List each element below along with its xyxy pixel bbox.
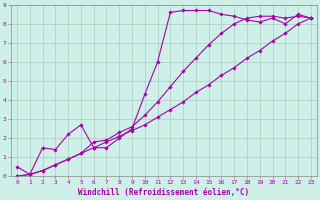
X-axis label: Windchill (Refroidissement éolien,°C): Windchill (Refroidissement éolien,°C) <box>78 188 250 197</box>
